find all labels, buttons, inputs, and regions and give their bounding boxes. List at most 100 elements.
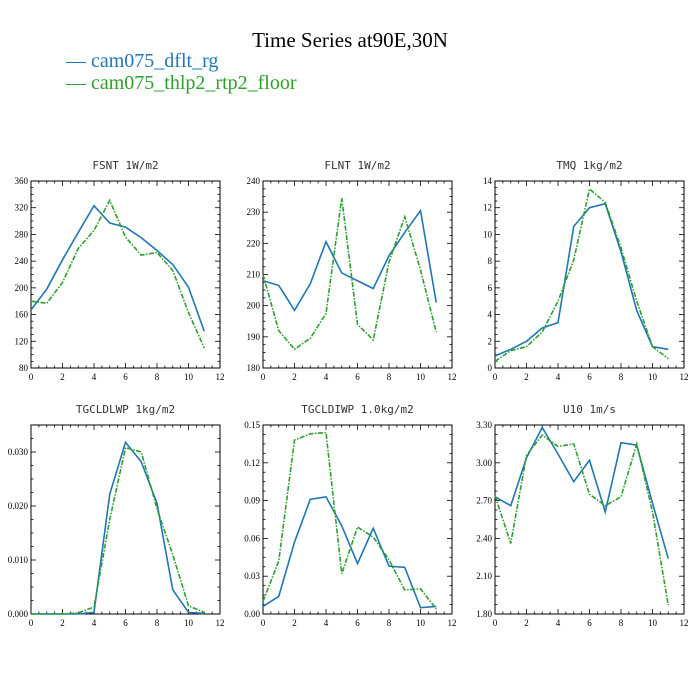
series-line-2 bbox=[494, 433, 670, 606]
y-tick-label: 360 bbox=[15, 176, 29, 186]
y-tick-label: 0.00 bbox=[244, 609, 260, 619]
series-line-2 bbox=[31, 446, 205, 615]
x-tick-label: 0 bbox=[261, 372, 266, 382]
y-tick-label: 0.12 bbox=[244, 458, 260, 468]
y-tick-label: 200 bbox=[247, 301, 261, 311]
x-tick-label: 2 bbox=[292, 618, 297, 628]
x-tick-label: 10 bbox=[648, 372, 658, 382]
y-tick-label: 8 bbox=[488, 256, 493, 266]
x-tick-label: 0 bbox=[261, 618, 266, 628]
x-tick-label: 2 bbox=[60, 618, 65, 628]
legend-item-series-2: — cam075_thlp2_rtp2_floor bbox=[66, 72, 297, 94]
y-tick-label: 0.030 bbox=[8, 447, 29, 457]
y-tick-label: 10 bbox=[483, 229, 493, 239]
y-tick-label: 0.06 bbox=[244, 533, 260, 543]
x-tick-label: 2 bbox=[292, 372, 297, 382]
x-tick-label: 8 bbox=[155, 372, 160, 382]
figure-title: Time Series at90E,30N bbox=[252, 28, 448, 52]
x-tick-label: 2 bbox=[524, 372, 529, 382]
y-tick-label: 320 bbox=[15, 203, 29, 213]
series-line-1 bbox=[30, 204, 206, 332]
x-tick-label: 8 bbox=[387, 618, 392, 628]
x-tick-label: 6 bbox=[587, 618, 592, 628]
x-tick-label: 4 bbox=[556, 372, 561, 382]
series-line-2 bbox=[494, 187, 669, 362]
y-tick-label: 120 bbox=[15, 336, 29, 346]
panel-title: U10 1m/s bbox=[563, 403, 616, 416]
plot-frame bbox=[30, 180, 221, 369]
x-tick-label: 12 bbox=[448, 372, 457, 382]
legend-item-series-1: — cam075_dflt_rg bbox=[66, 50, 219, 72]
x-tick-label: 12 bbox=[680, 618, 689, 628]
y-tick-label: 180 bbox=[247, 363, 261, 373]
x-tick-label: 6 bbox=[123, 372, 128, 382]
x-tick-label: 8 bbox=[619, 618, 624, 628]
x-tick-label: 12 bbox=[680, 372, 689, 382]
y-tick-label: 0.020 bbox=[8, 501, 29, 511]
chart-panel-5: TGCLDIWP 1.0kg/m2 0 2 4 6 8 10 12 0.00 0.03 0.06 0.… bbox=[244, 403, 456, 628]
panel-title: TGCLDLWP 1kg/m2 bbox=[76, 403, 175, 416]
y-tick-label: 220 bbox=[247, 238, 261, 248]
x-tick-label: 10 bbox=[184, 372, 194, 382]
y-tick-label: 14 bbox=[483, 176, 493, 186]
panel-title: FSNT 1W/m2 bbox=[92, 159, 158, 172]
y-tick-label: 0.010 bbox=[8, 555, 29, 565]
series-line-1 bbox=[494, 425, 670, 559]
chart-panel-4: TGCLDLWP 1kg/m2 0 2 4 6 8 10 12 0.000 0.010 0.020 0… bbox=[8, 403, 225, 628]
y-tick-label: 12 bbox=[483, 203, 492, 213]
y-tick-label: 4 bbox=[488, 310, 493, 320]
series-line-2 bbox=[262, 198, 438, 351]
y-tick-label: 0.09 bbox=[244, 496, 260, 506]
series-line-2 bbox=[30, 198, 205, 349]
y-tick-label: 3.30 bbox=[476, 420, 492, 430]
y-tick-label: 280 bbox=[15, 229, 29, 239]
x-tick-label: 0 bbox=[29, 618, 34, 628]
y-tick-label: 2.10 bbox=[476, 571, 492, 581]
y-tick-label: 2.70 bbox=[476, 496, 492, 506]
y-tick-label: 200 bbox=[15, 283, 29, 293]
plot-frame bbox=[30, 424, 221, 615]
x-tick-label: 12 bbox=[216, 372, 225, 382]
y-tick-label: 2.40 bbox=[476, 533, 492, 543]
plot-frame bbox=[494, 424, 685, 615]
x-tick-label: 8 bbox=[155, 618, 160, 628]
y-tick-label: 240 bbox=[247, 176, 261, 186]
y-tick-label: 240 bbox=[15, 256, 29, 266]
x-tick-label: 0 bbox=[493, 372, 498, 382]
x-tick-label: 10 bbox=[416, 372, 426, 382]
series-line-2 bbox=[262, 431, 437, 610]
panel-title: TGCLDIWP 1.0kg/m2 bbox=[301, 403, 414, 416]
x-tick-label: 4 bbox=[324, 372, 329, 382]
y-tick-label: 210 bbox=[247, 270, 261, 280]
y-tick-label: 3.00 bbox=[476, 458, 492, 468]
plot-frame bbox=[494, 180, 685, 369]
x-tick-label: 4 bbox=[556, 618, 561, 628]
y-tick-label: 2 bbox=[488, 336, 493, 346]
y-tick-label: 0.15 bbox=[244, 420, 260, 430]
x-tick-label: 10 bbox=[416, 618, 426, 628]
y-tick-label: 1.80 bbox=[476, 609, 492, 619]
y-tick-label: 160 bbox=[15, 310, 29, 320]
x-tick-label: 4 bbox=[92, 618, 97, 628]
legend: — cam075_dflt_rg — cam075_thlp2_rtp2_flo… bbox=[66, 50, 297, 94]
y-tick-label: 6 bbox=[488, 283, 493, 293]
x-tick-label: 10 bbox=[648, 618, 658, 628]
y-tick-label: 0.000 bbox=[8, 609, 29, 619]
series-line-1 bbox=[31, 440, 205, 615]
x-tick-label: 6 bbox=[587, 372, 592, 382]
x-tick-label: 4 bbox=[324, 618, 329, 628]
series-line-1 bbox=[494, 202, 669, 357]
x-tick-label: 6 bbox=[355, 372, 360, 382]
x-tick-label: 6 bbox=[123, 618, 128, 628]
x-tick-label: 2 bbox=[524, 618, 529, 628]
y-tick-label: 80 bbox=[19, 363, 29, 373]
series-line-1 bbox=[262, 208, 438, 312]
chart-panel-2: FLNT 1W/m2 0 2 4 6 8 10 12 180 190 200 210 220 230 240 bbox=[247, 159, 457, 382]
x-tick-label: 12 bbox=[448, 618, 457, 628]
x-tick-label: 0 bbox=[493, 618, 498, 628]
x-tick-label: 8 bbox=[387, 372, 392, 382]
y-tick-label: 0.03 bbox=[244, 571, 260, 581]
panel-title: FLNT 1W/m2 bbox=[324, 159, 390, 172]
